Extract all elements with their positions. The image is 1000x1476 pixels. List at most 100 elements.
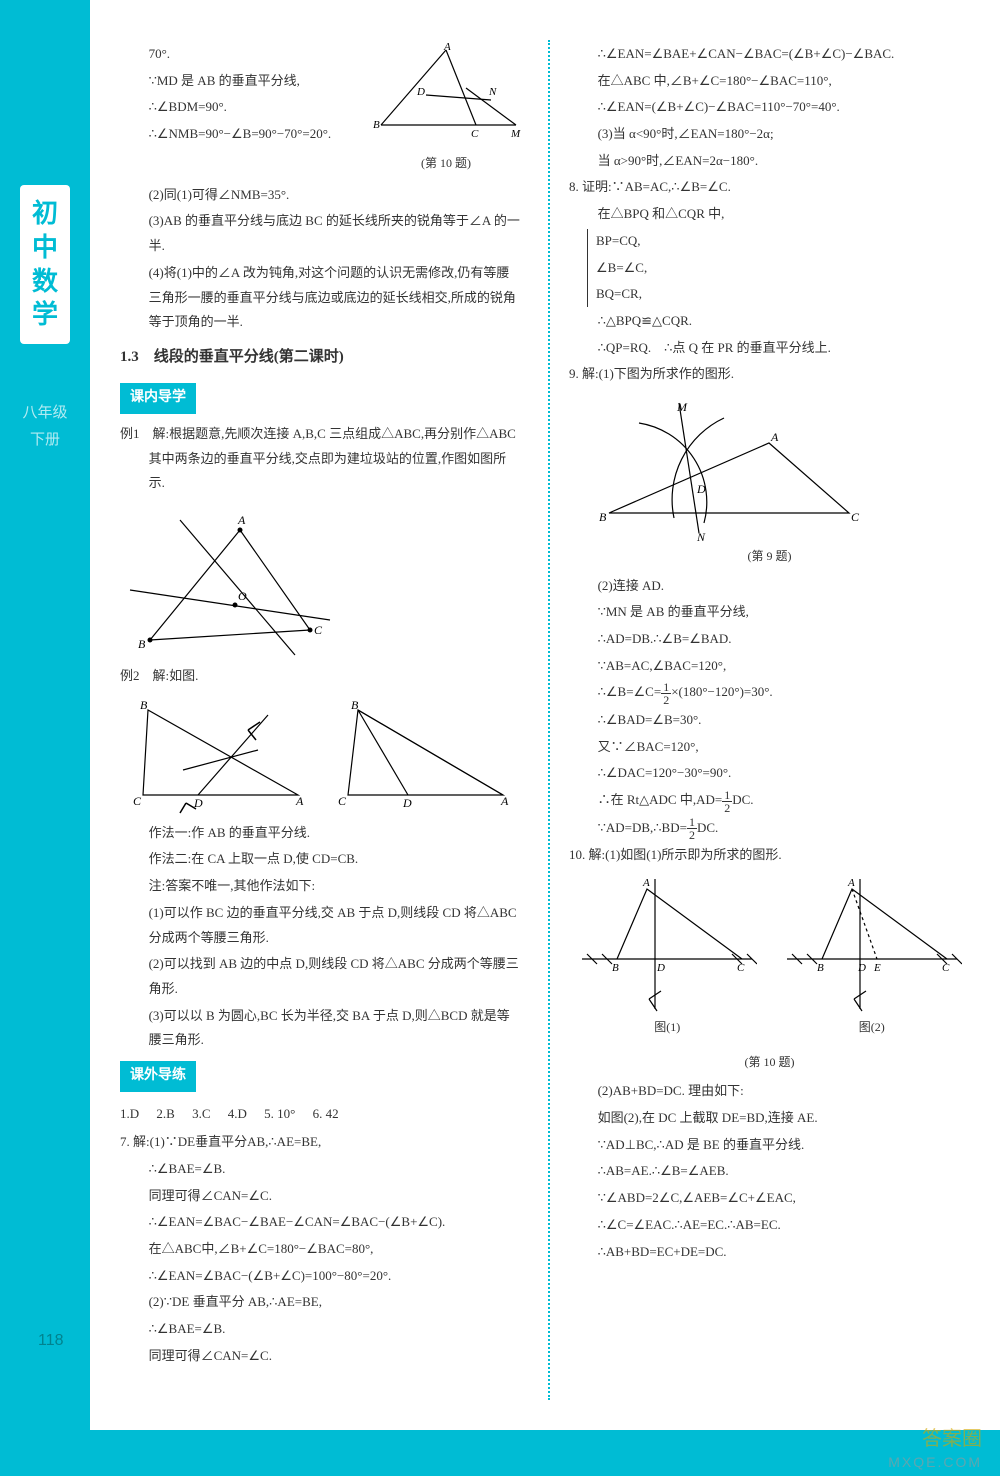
svg-text:D: D: [857, 962, 866, 974]
svg-text:B: B: [373, 119, 380, 131]
r2: 在△ABC 中,∠B+∠C=180°−∠BAC=110°,: [569, 69, 970, 94]
figure-10-row: AB DC 图(1) AB: [569, 874, 970, 1045]
svg-text:C: C: [338, 794, 347, 808]
ans-6: 6. 42: [313, 1106, 339, 1121]
p05: (2)同(1)可得∠NMB=35°.: [120, 183, 521, 208]
svg-text:C: C: [314, 623, 323, 637]
svg-text:M: M: [676, 400, 688, 414]
svg-text:A: A: [443, 41, 451, 53]
q9-10: ∴在 Rt△ADC 中,AD=12DC.: [569, 788, 970, 814]
svg-text:A: A: [295, 794, 304, 808]
svg-text:B: B: [140, 698, 148, 712]
svg-text:M: M: [510, 128, 521, 140]
q9-9: ∴∠DAC=120°−30°=90°.: [569, 761, 970, 786]
tag-out-class: 课外导练: [120, 1061, 196, 1092]
right-column: ∴∠EAN=∠BAE+∠CAN−∠BAC=(∠B+∠C)−∠BAC. 在△ABC…: [557, 40, 970, 1400]
svg-text:B: B: [351, 698, 359, 712]
q8-br3: BQ=CR,: [596, 282, 970, 307]
m6: (3)可以以 B 为圆心,BC 长为半径,交 BA 于点 D,则△BCD 就是等…: [120, 1004, 521, 1053]
fig10r-caption: (第 10 题): [569, 1051, 970, 1074]
fig9-caption: (第 9 题): [569, 545, 970, 568]
svg-text:A: A: [237, 513, 246, 527]
r3: ∴∠EAN=(∠B+∠C)−∠BAC=110°−70°=40°.: [569, 95, 970, 120]
figure-ex1: A B C O: [120, 500, 521, 660]
q8-1: 8. 证明:∵AB=AC,∴∠B=∠C.: [569, 175, 970, 200]
svg-text:O: O: [238, 589, 247, 603]
svg-text:A: A: [500, 794, 509, 808]
r5: 当 α>90°时,∠EAN=2α−180°.: [569, 149, 970, 174]
svg-text:C: C: [471, 128, 479, 140]
m5: (2)可以找到 AB 边的中点 D,则线段 CD 将△ABC 分成两个等腰三角形…: [120, 952, 521, 1001]
p07: (4)将(1)中的∠A 改为钝角,对这个问题的认识无需修改,仍有等腰三角形一腰的…: [120, 261, 521, 335]
q10-4: ∵AD⊥BC,∴AD 是 BE 的垂直平分线.: [569, 1133, 970, 1158]
q8-br1: BP=CQ,: [596, 229, 970, 254]
q7-1: 7. 解:(1)∵DE垂直平分AB,∴AE=BE,: [120, 1130, 521, 1155]
r1: ∴∠EAN=∠BAE+∠CAN−∠BAC=(∠B+∠C)−∠BAC.: [569, 42, 970, 67]
left-column: A B C M D N (第 10 题) 70°. ∵MD 是 AB 的垂直平分…: [120, 40, 533, 1400]
tag-in-class: 课内导学: [120, 383, 196, 414]
ans-2: 2.B: [156, 1106, 174, 1121]
m3: 注:答案不唯一,其他作法如下:: [120, 874, 521, 899]
section-1-3-title: 1.3 线段的垂直平分线(第二课时): [120, 343, 521, 372]
m1: 作法一:作 AB 的垂直平分线.: [120, 821, 521, 846]
figure-9: B C A D M N (第 9 题): [569, 393, 970, 568]
q7-5: 在△ABC中,∠B+∠C=180°−∠BAC=80°,: [120, 1237, 521, 1262]
column-divider: [548, 40, 550, 1400]
q10-2: (2)AB+BD=DC. 理由如下:: [569, 1079, 970, 1104]
q9-4: ∴AD=DB.∴∠B=∠BAD.: [569, 627, 970, 652]
svg-text:C: C: [851, 510, 860, 524]
svg-text:A: A: [847, 877, 855, 889]
q8-brace: BP=CQ, ∠B=∠C, BQ=CR,: [587, 229, 970, 307]
q9-11: ∵AD=DB,∴BD=12DC.: [569, 816, 970, 842]
q7-4: ∴∠EAN=∠BAC−∠BAE−∠CAN=∠BAC−(∠B+∠C).: [120, 1210, 521, 1235]
figure-10-top: A B C M D N (第 10 题): [371, 40, 521, 181]
example-2: 例2 解:如图.: [120, 664, 521, 689]
ans-3: 3.C: [192, 1106, 210, 1121]
q9-6: ∴∠B=∠C=12×(180°−120°)=30°.: [569, 680, 970, 706]
q9-2: (2)连接 AD.: [569, 574, 970, 599]
svg-text:D: D: [402, 796, 412, 810]
svg-text:D: D: [696, 482, 706, 496]
spine-subtitle: 八年级 下册: [20, 400, 70, 454]
svg-text:E: E: [873, 962, 881, 974]
q10-7: ∴∠C=∠EAC.∴AE=EC.∴AB=EC.: [569, 1213, 970, 1238]
svg-text:D: D: [656, 962, 665, 974]
q9-5: ∵AB=AC,∠BAC=120°,: [569, 654, 970, 679]
q10-6: ∵∠ABD=2∠C,∠AEB=∠C+∠EAC,: [569, 1186, 970, 1211]
q7-9: 同理可得∠CAN=∠C.: [120, 1344, 521, 1369]
fig10-caption: (第 10 题): [371, 152, 521, 175]
q7-6: ∴∠EAN=∠BAC−(∠B+∠C)=100°−80°=20°.: [120, 1264, 521, 1289]
svg-text:A: A: [642, 877, 650, 889]
svg-text:N: N: [696, 530, 706, 543]
q9-3: ∵MN 是 AB 的垂直平分线,: [569, 600, 970, 625]
page: A B C M D N (第 10 题) 70°. ∵MD 是 AB 的垂直平分…: [90, 0, 1000, 1430]
example-1: 例1 解:根据题意,先顺次连接 A,B,C 三点组成△ABC,再分别作△ABC其…: [120, 422, 521, 496]
q8-2: 在△BPQ 和△CQR 中,: [569, 202, 970, 227]
q9-1: 9. 解:(1)下图为所求作的图形.: [569, 362, 970, 387]
fig10r-b: 图(2): [782, 1016, 962, 1039]
q7-7: (2)∵DE 垂直平分 AB,∴AE=BE,: [120, 1290, 521, 1315]
watermark-sub: MXQE.COM: [888, 1449, 982, 1476]
q8-3: ∴△BPQ≌△CQR.: [569, 309, 970, 334]
ans-4: 4.D: [228, 1106, 247, 1121]
r4: (3)当 α<90°时,∠EAN=180°−2α;: [569, 122, 970, 147]
svg-text:D: D: [416, 86, 425, 98]
q10-8: ∴AB+BD=EC+DE=DC.: [569, 1240, 970, 1265]
q10-1: 10. 解:(1)如图(1)所示即为所求的图形.: [569, 843, 970, 868]
answers-row: 1.D 2.B 3.C 4.D 5. 10° 6. 42: [120, 1102, 521, 1127]
ans-5: 5. 10°: [264, 1106, 295, 1121]
q7-3: 同理可得∠CAN=∠C.: [120, 1184, 521, 1209]
ans-1: 1.D: [120, 1106, 139, 1121]
svg-text:C: C: [133, 794, 142, 808]
q10-3: 如图(2),在 DC 上截取 DE=BD,连接 AE.: [569, 1106, 970, 1131]
svg-text:N: N: [488, 86, 497, 98]
svg-text:B: B: [612, 962, 619, 974]
p06: (3)AB 的垂直平分线与底边 BC 的延长线所夹的锐角等于∠A 的一半.: [120, 209, 521, 258]
page-number: 118: [38, 1326, 64, 1356]
figure-ex2-row: BC AD BC AD: [120, 695, 521, 815]
q7-2: ∴∠BAE=∠B.: [120, 1157, 521, 1182]
q9-7: ∴∠BAD=∠B=30°.: [569, 708, 970, 733]
fig10r-a: 图(1): [577, 1016, 757, 1039]
q8-br2: ∠B=∠C,: [596, 256, 970, 281]
svg-text:B: B: [599, 510, 607, 524]
